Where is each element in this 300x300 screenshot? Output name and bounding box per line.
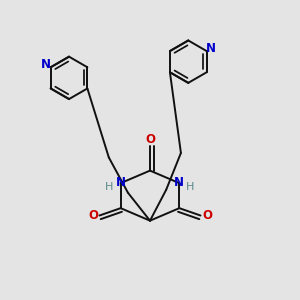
Text: H: H [186, 182, 195, 192]
Text: O: O [145, 133, 155, 146]
Text: O: O [88, 209, 98, 222]
Text: N: N [41, 58, 51, 71]
Text: N: N [174, 176, 184, 189]
Text: N: N [116, 176, 126, 189]
Text: O: O [202, 209, 212, 222]
Text: H: H [105, 182, 114, 192]
Text: N: N [206, 42, 216, 55]
